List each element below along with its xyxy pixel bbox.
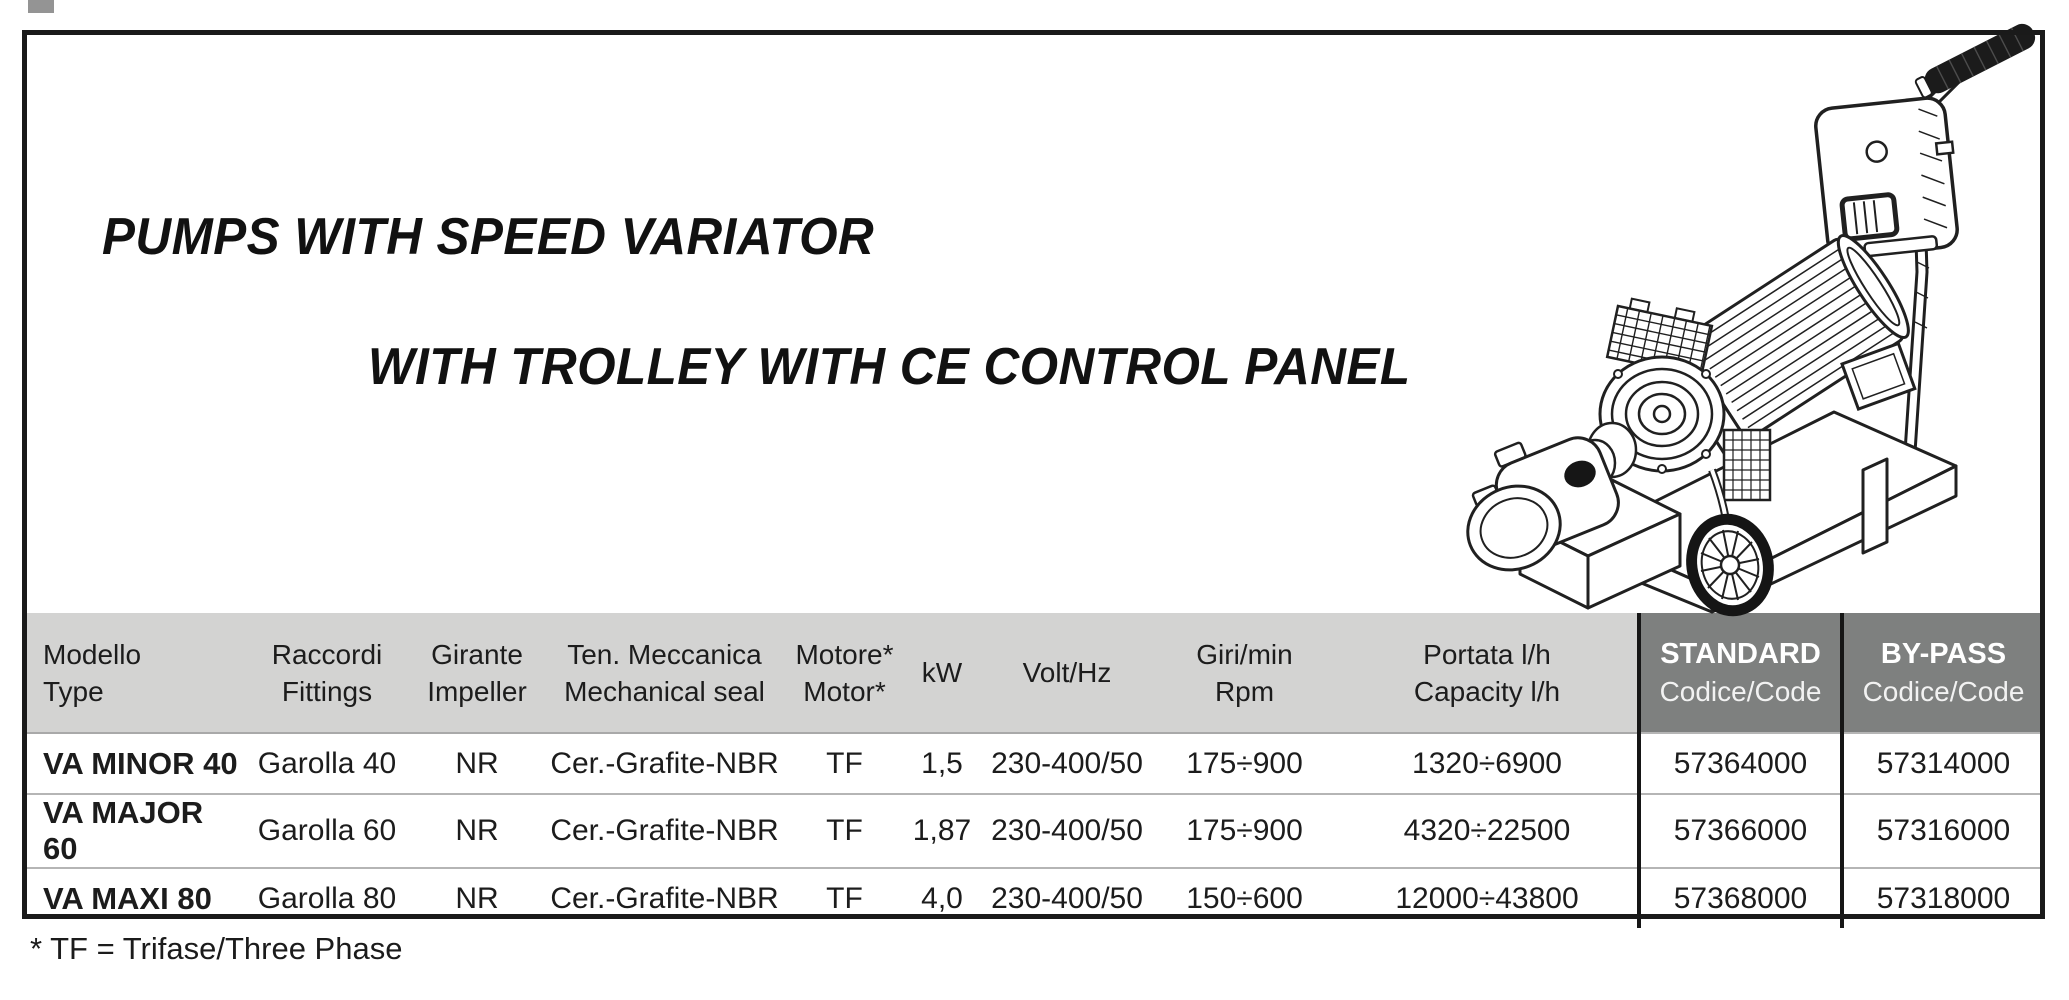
- cell-raccordi: Garolla 40: [242, 732, 412, 794]
- scan-artifact: [28, 0, 54, 13]
- cell-bypass: 57314000: [1840, 732, 2043, 794]
- column-header-motore: Motore* Motor*: [787, 613, 902, 734]
- motor-terminal-box: [1840, 341, 1917, 412]
- cell-standard: 57368000: [1637, 867, 1842, 928]
- cell-motore: TF: [787, 732, 902, 794]
- cell-portata: 12000÷43800: [1337, 867, 1639, 928]
- cell-giri: 150÷600: [1152, 867, 1337, 928]
- header-row: Modello Type Raccordi Fittings Girante Impell…: [27, 613, 2043, 734]
- cell-motore: TF: [787, 793, 902, 868]
- column-header-volt: Volt/Hz: [982, 613, 1152, 734]
- cell-modello: VA MINOR 40: [27, 732, 242, 794]
- cell-girante: NR: [412, 793, 542, 868]
- column-header-portata: Portata l/h Capacity l/h: [1337, 613, 1639, 734]
- panel-button-icon: [1865, 140, 1888, 163]
- panel-window-icon: [1839, 192, 1900, 242]
- cell-girante: NR: [412, 867, 542, 928]
- cell-modello: VA MAXI 80: [27, 867, 242, 928]
- cell-modello: VA MAJOR 60: [27, 793, 242, 868]
- page-title: PUMPS WITH SPEED VARIATOR: [102, 208, 875, 266]
- trolley-wheel: [1686, 513, 1774, 617]
- support-mesh: [1722, 428, 1772, 502]
- cell-girante: NR: [412, 732, 542, 794]
- cell-raccordi: Garolla 80: [242, 867, 412, 928]
- cell-raccordi: Garolla 60: [242, 793, 412, 868]
- cell-volt: 230-400/50: [982, 793, 1152, 868]
- cell-kw: 1,87: [902, 793, 982, 868]
- page-subtitle: WITH TROLLEY WITH CE CONTROL PANEL: [368, 338, 1411, 396]
- column-header-raccordi: Raccordi Fittings: [242, 613, 412, 734]
- cell-kw: 4,0: [902, 867, 982, 928]
- table-row: VA MAXI 80 Garolla 80 NR Cer.-Grafite-NBR TF…: [27, 867, 2043, 928]
- cell-portata: 1320÷6900: [1337, 732, 1639, 794]
- column-header-kw: kW: [902, 613, 982, 734]
- cell-tenuta: Cer.-Grafite-NBR: [542, 793, 787, 868]
- table-row: VA MAJOR 60 Garolla 60 NR Cer.-Grafite-NBR T…: [27, 793, 2043, 868]
- cell-giri: 175÷900: [1152, 793, 1337, 868]
- column-header-girante: Girante Impeller: [412, 613, 542, 734]
- column-header-tenuta: Ten. Meccanica Mechanical seal: [542, 613, 787, 734]
- pump-inlet-hole: [1564, 460, 1596, 488]
- cell-standard: 57364000: [1637, 732, 1842, 794]
- column-header-standard: STANDARD Codice/Code: [1637, 613, 1842, 733]
- spec-table: Modello Type Raccordi Fittings Girante Impell…: [27, 613, 2043, 928]
- cell-bypass: 57318000: [1840, 867, 2043, 928]
- column-header-modello: Modello Type: [27, 613, 242, 734]
- footnote: * TF = Trifase/Three Phase: [30, 931, 403, 966]
- variator-junction-box: [1605, 297, 1714, 379]
- cell-portata: 4320÷22500: [1337, 793, 1639, 868]
- cell-bypass: 57316000: [1840, 793, 2043, 868]
- table-row: VA MINOR 40 Garolla 40 NR Cer.-Grafite-NBR T…: [27, 732, 2043, 794]
- cell-tenuta: Cer.-Grafite-NBR: [542, 732, 787, 794]
- cell-standard: 57366000: [1637, 793, 1842, 868]
- pump-trolley-illustration: [1466, 23, 2036, 617]
- cell-tenuta: Cer.-Grafite-NBR: [542, 867, 787, 928]
- cell-volt: 230-400/50: [982, 867, 1152, 928]
- cell-volt: 230-400/50: [982, 732, 1152, 794]
- column-header-bypass: BY-PASS Codice/Code: [1840, 613, 2043, 733]
- column-header-giri: Giri/min Rpm: [1152, 613, 1337, 734]
- cell-giri: 175÷900: [1152, 732, 1337, 794]
- cell-kw: 1,5: [902, 732, 982, 794]
- handle-grip-icon: [1914, 23, 2036, 99]
- cell-motore: TF: [787, 867, 902, 928]
- control-panel: [1814, 96, 1959, 260]
- pump-head: [1466, 436, 1620, 572]
